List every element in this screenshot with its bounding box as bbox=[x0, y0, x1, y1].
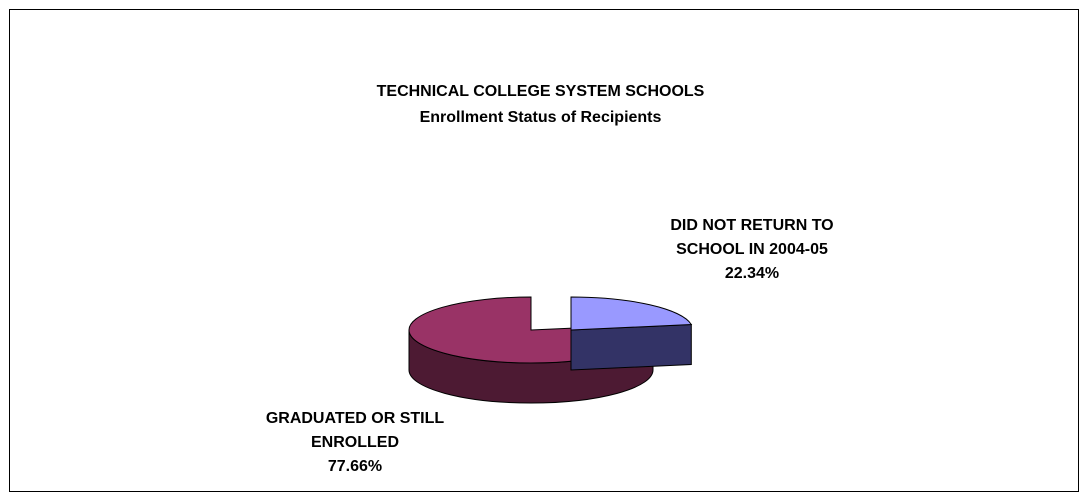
slice-label-graduated: GRADUATED OR STILL ENROLLED 77.66% bbox=[225, 407, 485, 479]
chart-area bbox=[9, 9, 1079, 492]
chart-subtitle: Enrollment Status of Recipients bbox=[419, 109, 662, 126]
slice-value-label: 22.34% bbox=[724, 265, 780, 282]
slice-label-did-not-return: DID NOT RETURN TO SCHOOL IN 2004-05 22.3… bbox=[632, 214, 872, 286]
slice-label-line: GRADUATED OR STILL bbox=[265, 410, 445, 427]
chart-title: TECHNICAL COLLEGE SYSTEM SCHOOLS bbox=[376, 83, 705, 100]
slice-did-not-return-top bbox=[570, 296, 693, 331]
slice-label-line: SCHOOL IN 2004-05 bbox=[676, 241, 828, 258]
slice-label-line: ENROLLED bbox=[311, 434, 399, 451]
slice-did-not-return-cut bbox=[570, 323, 692, 371]
slice-label-line: DID NOT RETURN TO bbox=[670, 217, 834, 234]
slice-value-label: 77.66% bbox=[327, 458, 383, 475]
pie-layer bbox=[408, 296, 693, 404]
